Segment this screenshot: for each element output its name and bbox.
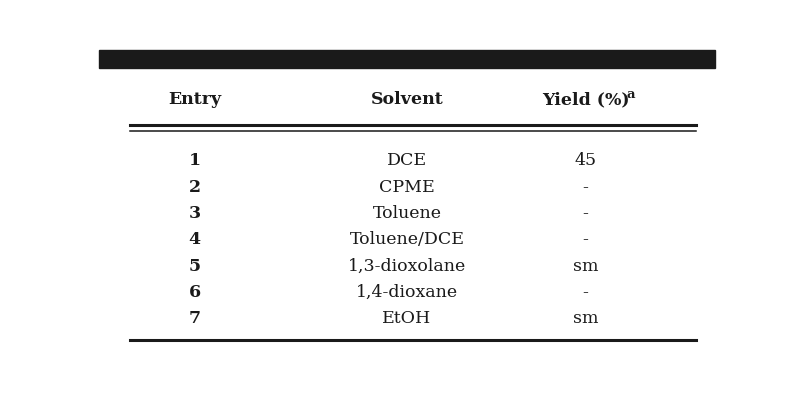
Text: Toluene: Toluene [372,205,441,222]
Text: 1,4-dioxane: 1,4-dioxane [356,284,458,301]
Text: -: - [583,205,588,222]
Text: -: - [583,178,588,196]
Text: Yield (%): Yield (%) [542,91,629,108]
Text: 2: 2 [189,178,201,196]
Text: 1,3-dioxolane: 1,3-dioxolane [348,258,466,275]
Text: -: - [583,284,588,301]
Text: sm: sm [572,258,598,275]
Text: Solvent: Solvent [371,91,443,108]
Text: 4: 4 [188,231,201,248]
Text: 7: 7 [188,310,201,327]
Text: 3: 3 [188,205,201,222]
Text: 5: 5 [188,258,201,275]
Text: -: - [583,231,588,248]
Text: Entry: Entry [168,91,222,108]
Text: 1: 1 [188,152,201,169]
Bar [99,50,715,68]
Text: DCE: DCE [387,152,427,169]
Text: sm: sm [572,310,598,327]
Text: EtOH: EtOH [382,310,432,327]
Text: a: a [626,88,635,100]
Text: Toluene/DCE: Toluene/DCE [349,231,464,248]
Text: 45: 45 [574,152,596,169]
Text: CPME: CPME [379,178,435,196]
Text: 6: 6 [188,284,201,301]
